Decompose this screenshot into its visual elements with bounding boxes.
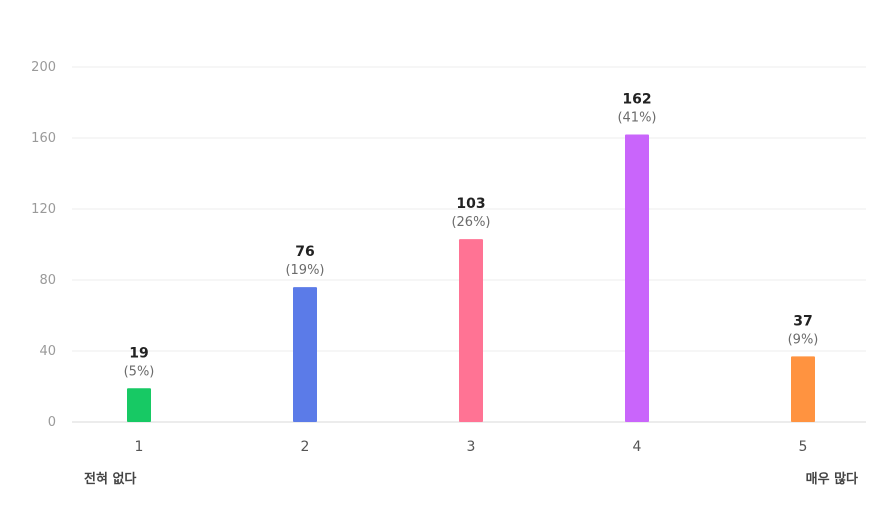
x-tick-label: 4 xyxy=(633,439,642,455)
bar-percent-label: (5%) xyxy=(124,364,155,379)
x-tick-label: 2 xyxy=(301,439,310,455)
bar-value-label: 37 xyxy=(793,313,812,329)
y-tick-label: 200 xyxy=(31,60,56,75)
bar xyxy=(293,287,317,422)
bar-percent-label: (26%) xyxy=(451,215,490,230)
x-tick-label: 3 xyxy=(467,439,476,455)
x-tick-label: 5 xyxy=(799,439,808,455)
scale-min-label: 전혀 없다 xyxy=(84,472,137,487)
y-tick-label: 120 xyxy=(31,202,56,217)
bar xyxy=(459,239,483,422)
y-tick-label: 0 xyxy=(48,415,56,430)
x-tick-label: 1 xyxy=(135,439,144,455)
bar xyxy=(625,134,649,422)
y-tick-label: 80 xyxy=(39,273,56,288)
bar-value-label: 76 xyxy=(295,244,314,260)
bar-percent-label: (9%) xyxy=(788,332,819,347)
bar-percent-label: (19%) xyxy=(285,263,324,278)
bars: 19 (5%) 76 (19%) 103 (26%) 162 (41%) 37 (9%) xyxy=(124,91,819,422)
bar-percent-label: (41%) xyxy=(617,110,656,125)
bar-value-label: 19 xyxy=(129,345,148,361)
bar xyxy=(791,356,815,422)
bar-value-label: 162 xyxy=(622,91,651,107)
y-tick-label: 40 xyxy=(39,344,56,359)
y-axis: 0 40 80 120 160 200 xyxy=(31,60,56,430)
bar-value-label: 103 xyxy=(456,196,485,212)
bar xyxy=(127,388,151,422)
scale-max-label: 매우 많다 xyxy=(805,472,858,487)
y-tick-label: 160 xyxy=(31,131,56,146)
x-axis: 1 2 3 4 5 xyxy=(135,439,808,455)
